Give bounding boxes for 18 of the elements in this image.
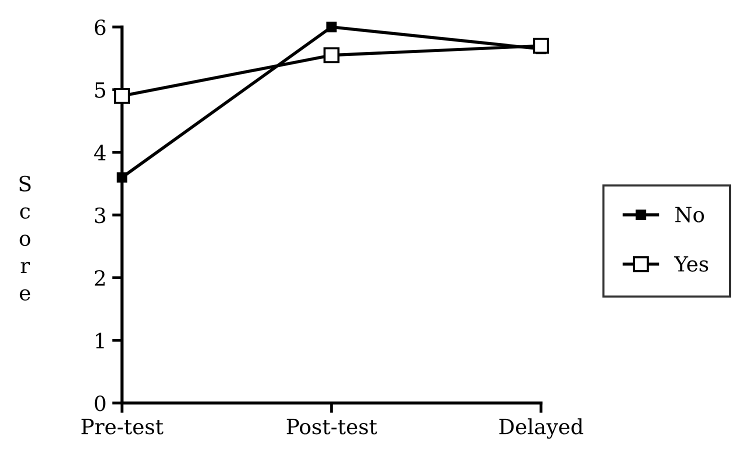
point: [114, 88, 130, 104]
y-tick-label: 6: [94, 19, 106, 36]
legend-label: No: [675, 206, 704, 222]
y-tick-label: 2: [94, 270, 105, 286]
x-tick-label: Pre-test: [82, 418, 164, 434]
y-axis-title: Score: [20, 176, 31, 301]
legend-label: Yes: [674, 256, 708, 272]
y-tick-label: 4: [94, 144, 106, 160]
point: [326, 22, 337, 32]
point: [324, 47, 340, 64]
y-tick-label: 3: [95, 207, 106, 224]
y-tick-label: 5: [95, 82, 106, 98]
point: [116, 172, 128, 183]
y-tick-label: 1: [96, 332, 104, 348]
x-tick-label: Delayed: [499, 418, 584, 439]
y-tick-label: 0: [94, 395, 106, 412]
x-tick-label: Post-test: [286, 418, 378, 434]
point: [533, 38, 549, 54]
